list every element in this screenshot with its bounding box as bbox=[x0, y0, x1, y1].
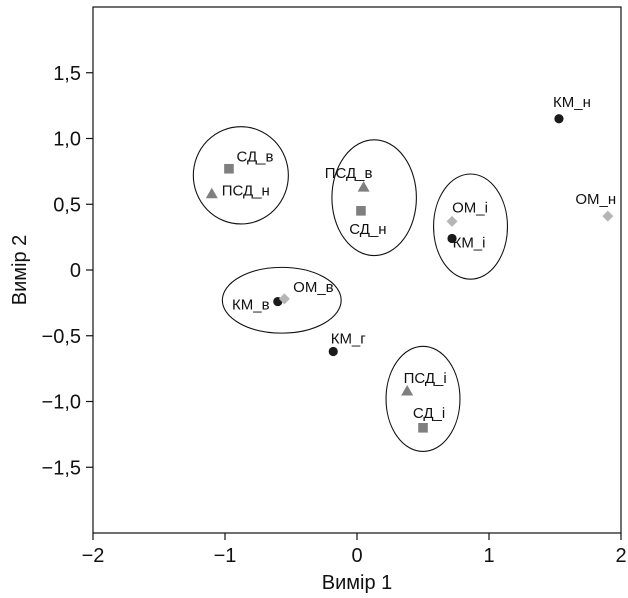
point-км_і bbox=[447, 233, 457, 244]
point-label-км_н: КМ_н bbox=[553, 94, 591, 111]
x-tick-label: −1 bbox=[214, 545, 237, 567]
point-сд_в bbox=[224, 163, 234, 174]
x-tick-label: −2 bbox=[82, 545, 105, 567]
point-ом_і bbox=[446, 215, 458, 227]
x-tick-label: 0 bbox=[351, 545, 362, 567]
point-label-ом_в: ОМ_в bbox=[293, 279, 334, 296]
point-псд_в bbox=[357, 181, 370, 192]
x-axis-title: Вимір 1 bbox=[322, 572, 393, 594]
point-label-км_г: КМ_г bbox=[331, 331, 367, 348]
y-tick-label: 1,5 bbox=[53, 63, 81, 85]
y-tick-label: 0 bbox=[70, 260, 81, 282]
y-tick-label: −0,5 bbox=[42, 326, 81, 348]
point-label-км_в: КМ_в bbox=[232, 297, 270, 314]
point-ом_н bbox=[602, 210, 614, 222]
y-tick-label: −1,5 bbox=[42, 457, 81, 479]
point-км_н bbox=[554, 114, 564, 124]
data-points bbox=[205, 114, 614, 433]
cluster-ellipse bbox=[385, 345, 461, 453]
x-tick-label: 2 bbox=[615, 545, 626, 567]
y-tick-label: −1,0 bbox=[42, 392, 81, 414]
y-tick-label: 0,5 bbox=[53, 194, 81, 216]
axes: −2 −1 0 1 2 1,5 1,0 0,5 0 −0,5 −1,0 −1,5 bbox=[42, 6, 627, 567]
point-label-псд_в: ПСД_в bbox=[325, 165, 373, 182]
point-км_г bbox=[328, 346, 338, 357]
point-ом_в bbox=[278, 293, 290, 305]
cluster-ellipses bbox=[192, 126, 509, 453]
point-псд_і bbox=[401, 384, 414, 396]
point-label-псд_і: ПСД_і bbox=[404, 370, 447, 387]
cluster-ellipse bbox=[433, 173, 509, 280]
point-label-км_і: КМ_і bbox=[453, 234, 486, 251]
x-tick-label: 1 bbox=[483, 545, 494, 567]
point-label-сд_і: СД_і bbox=[413, 405, 445, 422]
point-label-ом_і: ОМ_і bbox=[452, 199, 488, 216]
plot-frame bbox=[92, 6, 622, 534]
point-label-псд_н: ПСД_н bbox=[222, 183, 270, 200]
cluster-ellipse bbox=[221, 266, 342, 334]
point-label-ом_н: ОМ_н bbox=[575, 191, 616, 208]
y-axis-title: Вимір 2 bbox=[9, 235, 31, 306]
y-tick-label: 1,0 bbox=[53, 129, 81, 151]
cluster-ellipse bbox=[331, 139, 417, 257]
point-сд_і bbox=[418, 423, 428, 433]
point-labels: КМ_н ОМ_н СД_в ПСД_н ПСД_в СД_н ОМ_і КМ_і КМ_в ОМ… bbox=[222, 94, 616, 422]
point-label-сд_н: СД_н bbox=[349, 221, 386, 238]
point-псд_н bbox=[205, 187, 218, 199]
point-сд_н bbox=[356, 206, 366, 216]
cluster-ellipse bbox=[192, 126, 289, 225]
point-label-сд_в: СД_в bbox=[236, 149, 273, 166]
